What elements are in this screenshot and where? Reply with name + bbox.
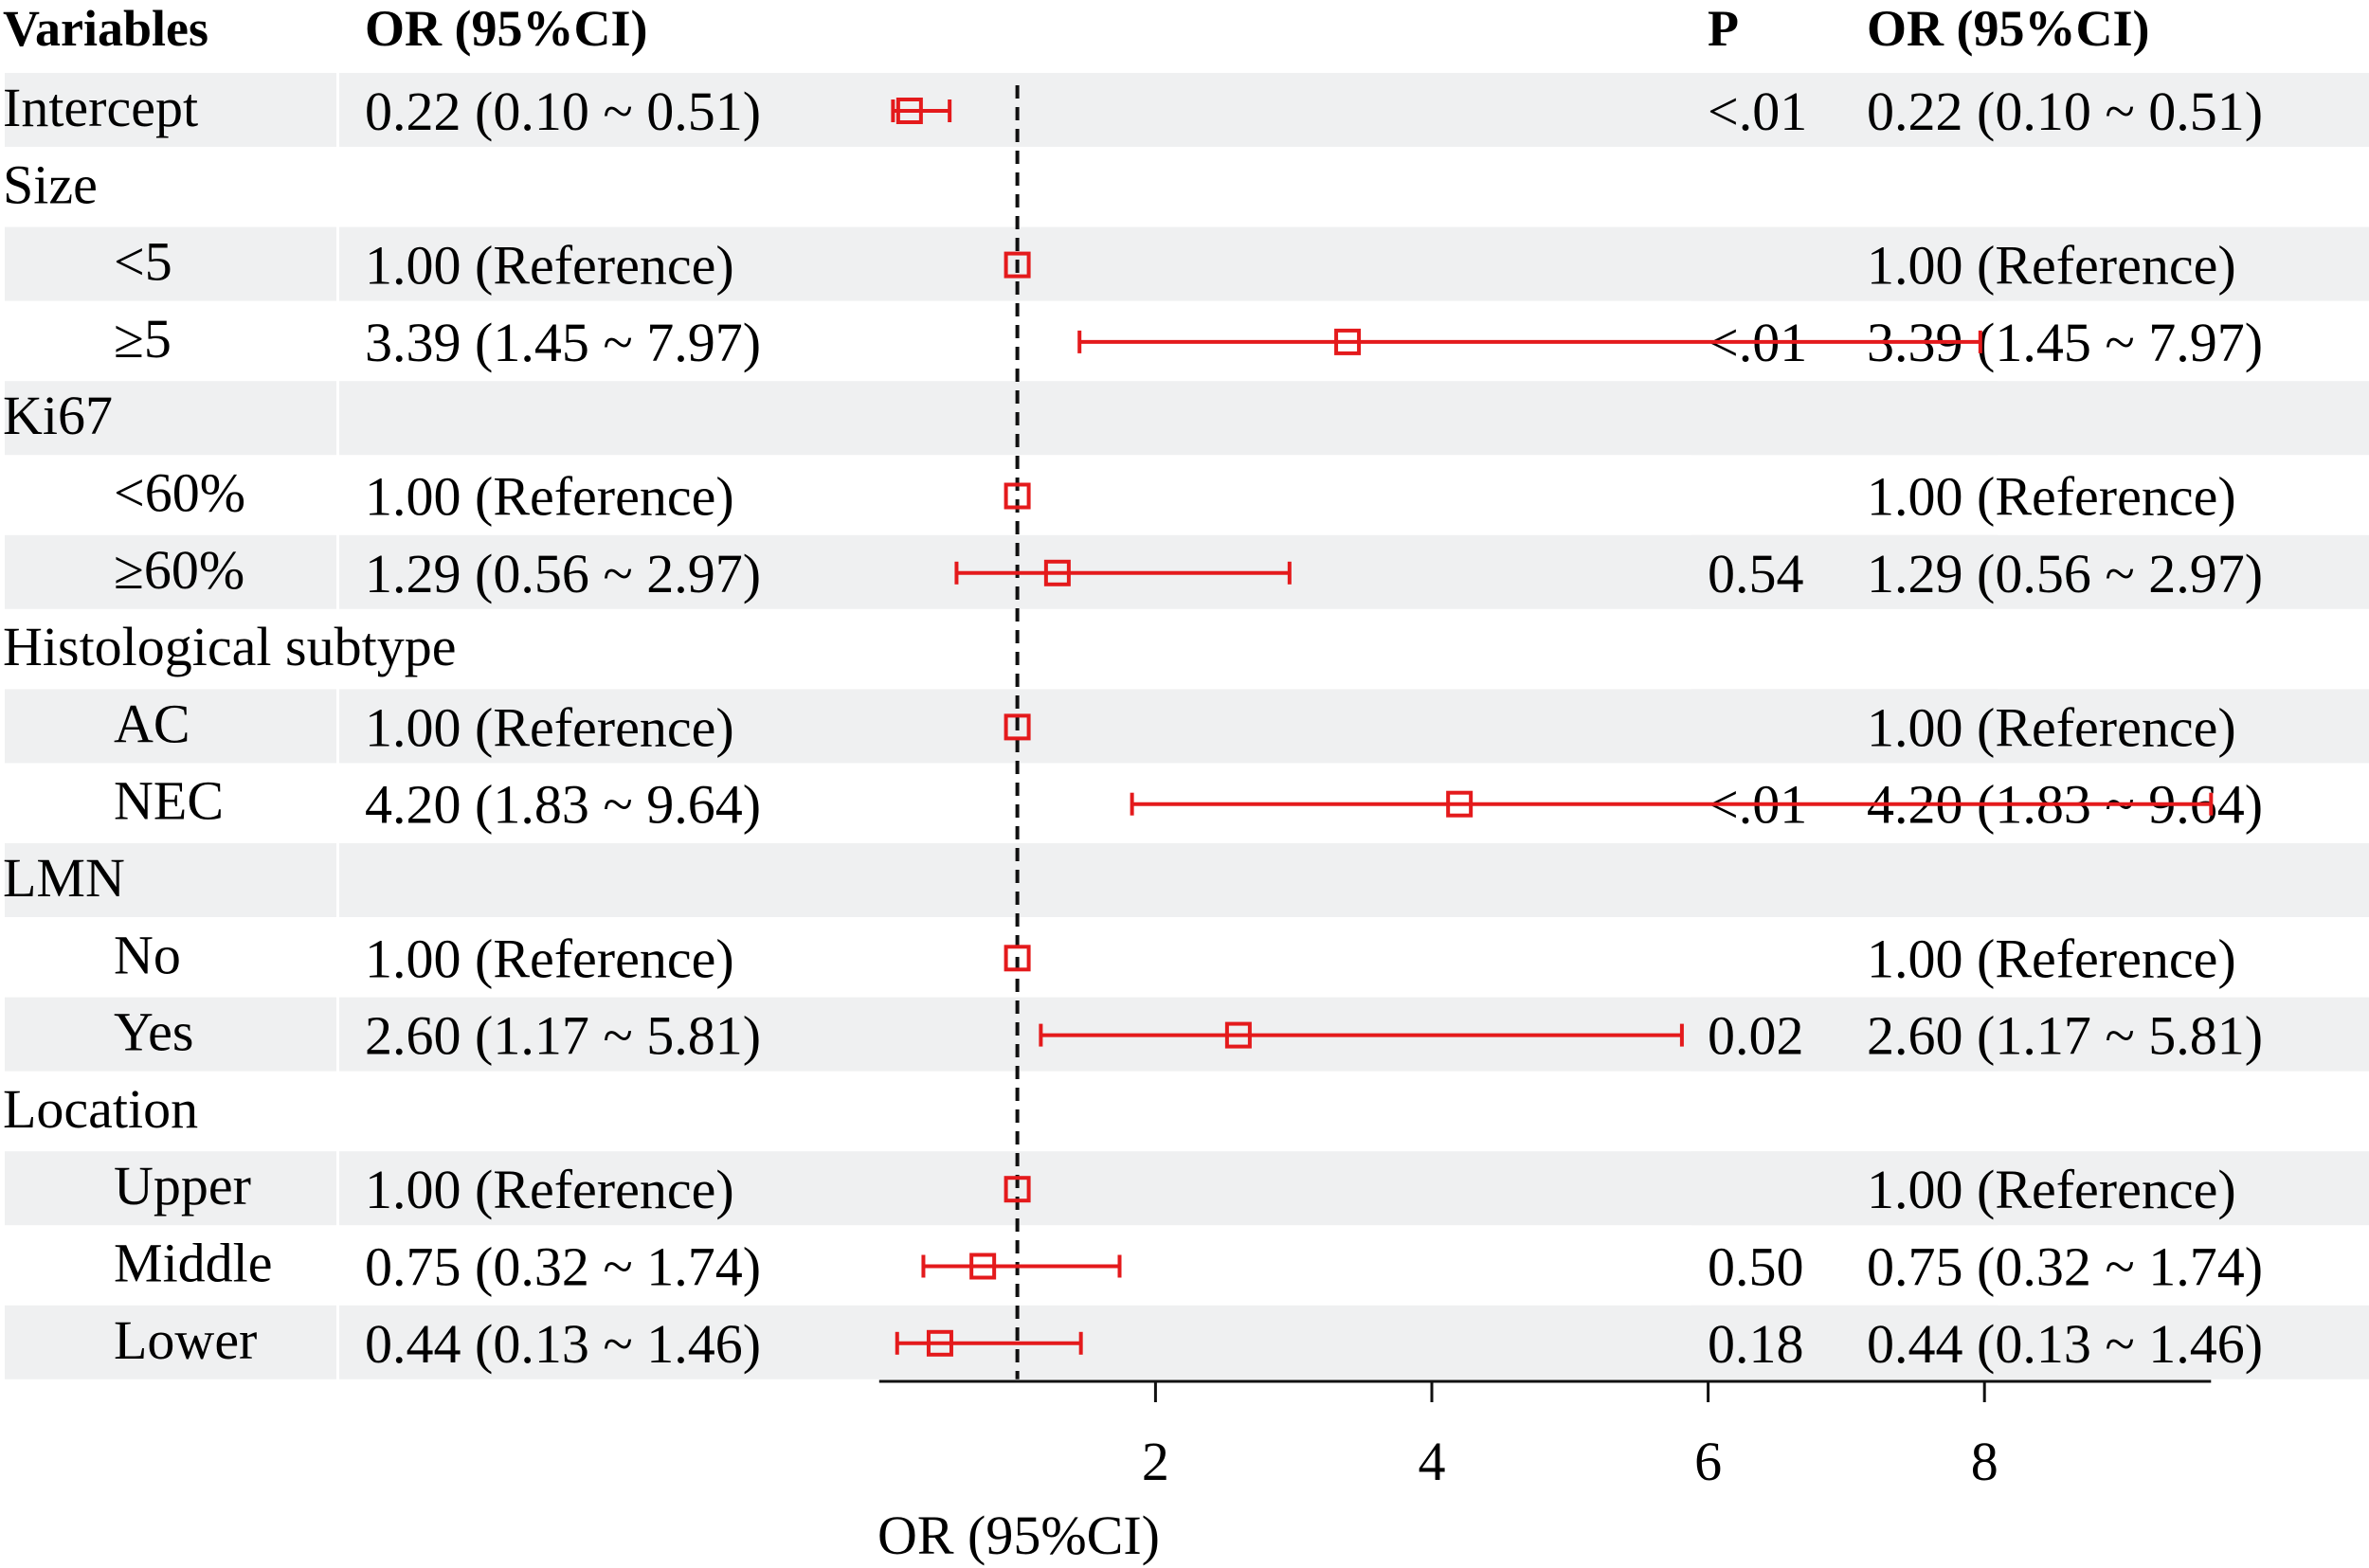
row-shade [1691,1305,2369,1379]
or-ci-left: 0.22 (0.10 ~ 0.51) [365,81,761,142]
or-marker [1004,713,1031,741]
or-marker [1004,945,1031,972]
header-variables: Variables [3,0,208,57]
or-ci-right: 1.00 (Reference) [1867,928,2236,989]
or-marker [1224,1021,1252,1049]
or-ci-left: 3.39 (1.45 ~ 7.97) [365,312,761,373]
or-ci-left: 1.00 (Reference) [365,928,734,989]
x-axis: 2 4 6 8 [878,1379,2212,1492]
or-ci-left: 1.00 (Reference) [365,696,734,758]
p-value: 0.18 [1708,1313,1804,1375]
variable-label: Ki67 [3,385,113,446]
or-ci-right: 1.00 (Reference) [1867,696,2236,758]
row-shade [5,1151,336,1226]
level-label: ≥5 [114,308,172,369]
p-value: 0.54 [1708,543,1804,604]
or-marker [1004,1176,1031,1203]
row-shade [5,534,336,609]
header-or-left: OR (95%CI) [365,0,647,57]
variable-label: Intercept [3,77,198,138]
level-label: Lower [114,1309,257,1371]
table-header: Variables OR (95%CI) P OR (95%CI) [3,0,2149,57]
row-shading [5,73,2369,1379]
row-shade [1691,997,2369,1072]
p-value: 0.50 [1708,1236,1804,1298]
x-axis-label: OR (95%CI) [877,1505,1160,1566]
p-value: 0.02 [1708,1005,1804,1067]
variable-label: LMN [3,847,125,909]
level-label: NEC [114,770,224,832]
or-ci-left: 1.00 (Reference) [365,466,734,528]
variable-label: Size [3,153,98,215]
or-marker [1446,790,1474,818]
or-marker [969,1253,997,1280]
level-label: Upper [114,1155,251,1217]
level-label: <5 [114,231,172,293]
or-ci-right: 0.75 (0.32 ~ 1.74) [1867,1236,2263,1298]
level-label: Yes [114,1001,193,1063]
or-ci-right: 1.29 (0.56 ~ 2.97) [1867,543,2263,604]
level-label: No [114,924,181,985]
variable-label: Histological subtype [3,616,456,677]
row-shade [1691,534,2369,609]
row-shade [5,1305,336,1379]
variable-label: Location [3,1078,198,1140]
or-marker [1004,251,1031,279]
or-ci-right: 1.00 (Reference) [1867,235,2236,297]
or-ci-left: 4.20 (1.83 ~ 9.64) [365,774,761,836]
or-marker [1334,328,1362,355]
x-tick-label: 2 [1142,1431,1169,1492]
table-cells: Intercept 0.22 (0.10 ~ 0.51) 0.22 (0.10 ~ … [3,77,2263,1375]
or-ci-left: 1.00 (Reference) [365,235,734,297]
or-ci-right: 1.00 (Reference) [1867,1159,2236,1220]
header-or-right: OR (95%CI) [1867,0,2149,57]
row-shade [5,997,336,1072]
x-tick-label: 4 [1419,1431,1446,1492]
row-shade [1691,1151,2369,1226]
plot-marks [891,98,2214,1357]
or-ci-right: 0.22 (0.10 ~ 0.51) [1867,81,2263,142]
level-label: AC [114,693,190,754]
or-ci-left: 0.44 (0.13 ~ 1.46) [365,1313,761,1375]
row-shade [1691,73,2369,147]
p-value: <.01 [1708,81,1807,142]
row-shade [5,381,336,456]
or-marker [1004,482,1031,510]
or-ci-left: 2.60 (1.17 ~ 5.81) [365,1005,761,1067]
or-ci-right: 2.60 (1.17 ~ 5.81) [1867,1005,2263,1067]
or-marker [1043,559,1071,586]
or-ci-left: 0.75 (0.32 ~ 1.74) [365,1236,761,1298]
level-label: <60% [114,462,245,524]
row-shade [5,226,336,301]
row-shade [1691,381,2369,456]
or-ci-left: 1.29 (0.56 ~ 2.97) [365,543,761,604]
row-shade [5,843,336,917]
x-tick-label: 6 [1694,1431,1722,1492]
row-shade [1691,843,2369,917]
header-p: P [1708,0,1739,57]
level-label: ≥60% [114,539,244,601]
row-shade [1691,689,2369,764]
or-marker [895,98,923,124]
or-ci-right: 1.00 (Reference) [1867,466,2236,528]
or-ci-left: 1.00 (Reference) [365,1159,734,1220]
level-label: Middle [114,1233,273,1294]
row-shade [5,689,336,764]
or-marker [926,1329,953,1357]
row-shade [5,73,336,147]
or-ci-right: 0.44 (0.13 ~ 1.46) [1867,1313,2263,1375]
row-shade [1691,226,2369,301]
x-tick-label: 8 [1971,1431,1998,1492]
